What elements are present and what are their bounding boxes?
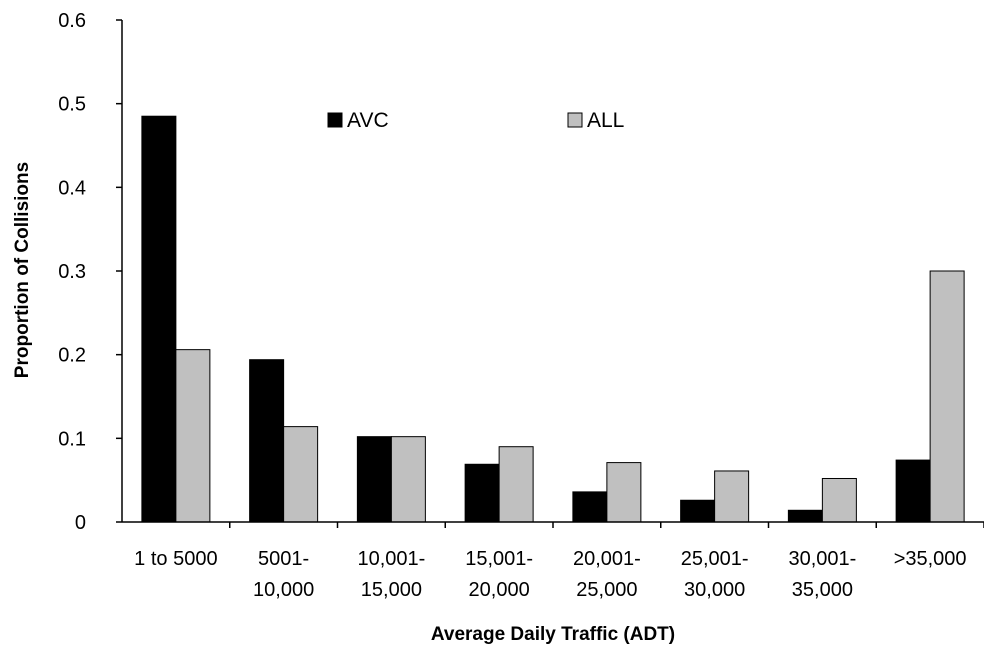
bar-all xyxy=(390,436,426,523)
x-axis-ticks xyxy=(229,522,984,528)
bar-avc xyxy=(356,436,392,523)
bar-all xyxy=(929,270,965,523)
bar-avc xyxy=(572,491,608,523)
x-axis-tick-labels: 1 to 5000 5001-10,000 10,001-15,000 15,001-… xyxy=(134,548,966,601)
x-tick-label: 15,001-20,000 xyxy=(465,548,533,601)
x-tick-label: 30,001-35,000 xyxy=(788,548,856,601)
y-tick-label: 0 xyxy=(75,512,86,534)
legend-swatch-avc xyxy=(327,112,343,128)
bar-all xyxy=(714,470,750,523)
bar-all xyxy=(821,477,857,523)
bar-avc xyxy=(680,499,716,523)
bar-avc xyxy=(249,359,285,523)
bar-all xyxy=(606,462,642,523)
legend-swatch-all xyxy=(567,112,583,128)
y-tick-label: 0.4 xyxy=(58,177,86,199)
bar-avc xyxy=(464,463,500,523)
y-tick-label: 0.2 xyxy=(58,345,86,367)
y-tick-label: 0.5 xyxy=(58,94,86,116)
x-tick-label: 1 to 5000 xyxy=(134,548,217,570)
bar-all xyxy=(498,446,534,523)
bars xyxy=(141,115,965,523)
x-tick-label: 20,001-25,000 xyxy=(573,548,641,601)
y-axis-title: Proportion of Collisions xyxy=(12,162,33,378)
x-tick-label: >35,000 xyxy=(894,548,967,570)
y-tick-label: 0.6 xyxy=(58,10,86,32)
bar-all xyxy=(175,349,211,523)
bar-all xyxy=(283,426,319,523)
x-tick-label: 10,001-15,000 xyxy=(357,548,425,601)
x-axis-title: Average Daily Traffic (ADT) xyxy=(431,624,675,645)
y-tick-label: 0.1 xyxy=(58,428,86,450)
bar-avc xyxy=(141,115,177,523)
y-tick-label: 0.3 xyxy=(58,261,86,283)
legend-label-all: ALL xyxy=(587,109,624,132)
x-tick-label: 25,001-30,000 xyxy=(681,548,749,601)
x-tick-label: 5001-10,000 xyxy=(253,548,314,601)
legend: AVC ALL xyxy=(327,109,624,132)
y-axis-ticks: 0 0.1 0.2 0.3 0.4 0.5 0.6 xyxy=(58,10,122,534)
bar-avc xyxy=(895,459,931,523)
bar-avc xyxy=(787,509,823,523)
legend-label-avc: AVC xyxy=(347,109,389,132)
